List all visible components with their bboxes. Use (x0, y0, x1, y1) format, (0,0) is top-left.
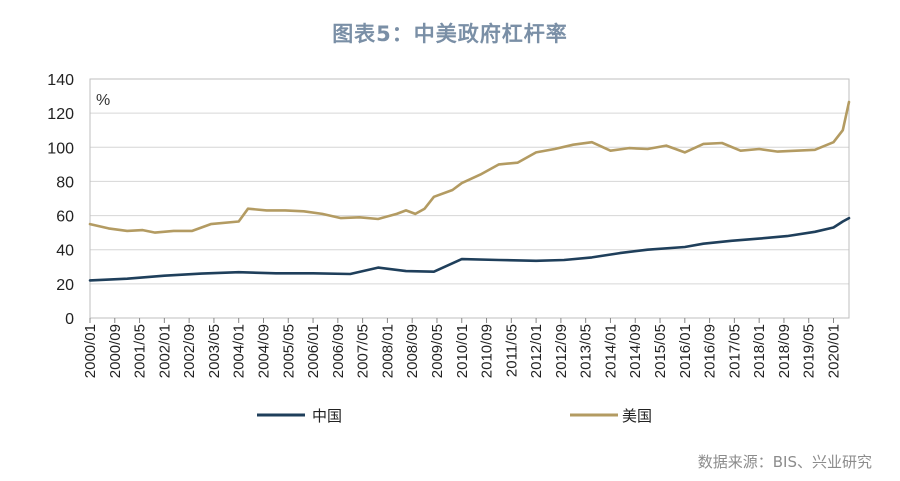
x-tick-label: 2001/05 (132, 324, 149, 378)
legend: 中国 美国 (257, 407, 652, 425)
x-tick-label: 2009/05 (429, 324, 446, 378)
x-tick-label: 2002/09 (181, 324, 198, 378)
x-tick-label: 2000/01 (82, 324, 99, 378)
y-tick-label: 120 (47, 106, 74, 123)
x-tick-label: 2008/09 (404, 324, 421, 378)
x-tick-label: 2016/01 (677, 324, 694, 378)
x-tick-label: 2019/05 (801, 324, 818, 378)
unit-label: % (96, 92, 110, 109)
source-note: 数据来源：BIS、兴业研究 (697, 453, 872, 471)
x-tick-label: 2000/09 (107, 324, 124, 378)
x-tick-label: 2007/05 (355, 324, 372, 378)
series-line-usa (88, 100, 851, 234)
legend-label: 美国 (622, 407, 652, 425)
x-tick-label: 2005/05 (280, 324, 297, 378)
series-lines (88, 100, 851, 282)
y-tick-label: 80 (56, 174, 74, 191)
legend-label: 中国 (312, 407, 342, 425)
x-tick-label: 2006/01 (305, 324, 322, 378)
x-tick-label: 2002/01 (156, 324, 173, 378)
x-tick-label: 2003/05 (206, 324, 223, 378)
x-tick-label: 2006/09 (330, 324, 347, 378)
y-tick-label: 0 (65, 311, 74, 328)
gridlines (89, 78, 850, 319)
x-tick-label: 2016/09 (702, 324, 719, 378)
y-tick-label: 40 (56, 243, 74, 260)
chart-title: 图表5：中美政府杠杆率 (332, 22, 568, 46)
x-tick-label: 2017/05 (726, 324, 743, 378)
x-tick-label: 2018/01 (751, 324, 768, 378)
y-tick-label: 140 (47, 72, 74, 89)
x-tick-label: 2010/09 (479, 324, 496, 378)
x-tick-label: 2012/01 (528, 324, 545, 378)
plot-frame (89, 78, 850, 319)
x-tick-label: 2013/05 (578, 324, 595, 378)
x-tick-label: 2020/01 (826, 324, 843, 378)
x-tick-label: 2010/01 (454, 324, 471, 378)
x-tick-label: 2015/05 (652, 324, 669, 378)
y-tick-label: 60 (56, 209, 74, 226)
x-tick-label: 2004/09 (255, 324, 272, 378)
y-tick-label: 100 (47, 140, 74, 157)
x-tick-label: 2018/09 (776, 324, 793, 378)
y-axis: 0 20 40 60 80 100 120 140 (47, 72, 74, 328)
x-tick-label: 2012/09 (553, 324, 570, 378)
y-tick-label: 20 (56, 277, 74, 294)
x-axis: 2000/01 2000/09 2001/05 2002/01 2002/09 2003/… (82, 318, 843, 378)
x-tick-label: 2014/09 (627, 324, 644, 378)
x-tick-label: 2008/01 (379, 324, 396, 378)
series-line-china (88, 216, 851, 282)
x-tick-label: 2004/01 (231, 324, 248, 378)
x-tick-label: 2014/01 (602, 324, 619, 378)
x-tick-label: 2011/05 (503, 324, 520, 377)
